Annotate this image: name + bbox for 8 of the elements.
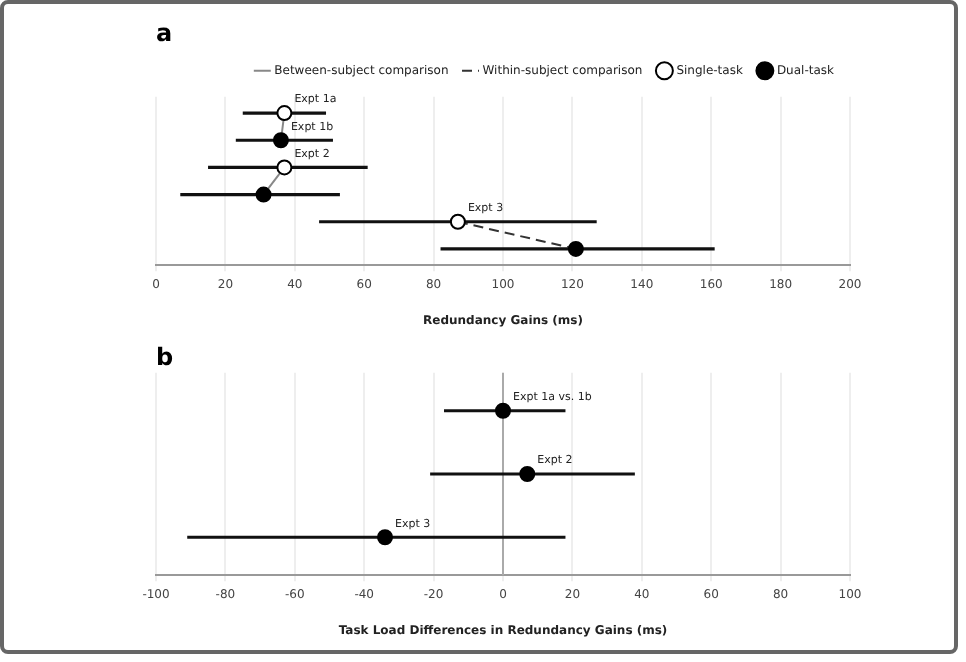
- point: [567, 240, 584, 257]
- chart-title: b: [156, 342, 174, 371]
- point: [276, 159, 293, 176]
- point: [272, 132, 289, 149]
- point: [276, 105, 293, 122]
- point: [449, 213, 466, 230]
- chart-title: a: [156, 18, 173, 47]
- point: [255, 186, 272, 203]
